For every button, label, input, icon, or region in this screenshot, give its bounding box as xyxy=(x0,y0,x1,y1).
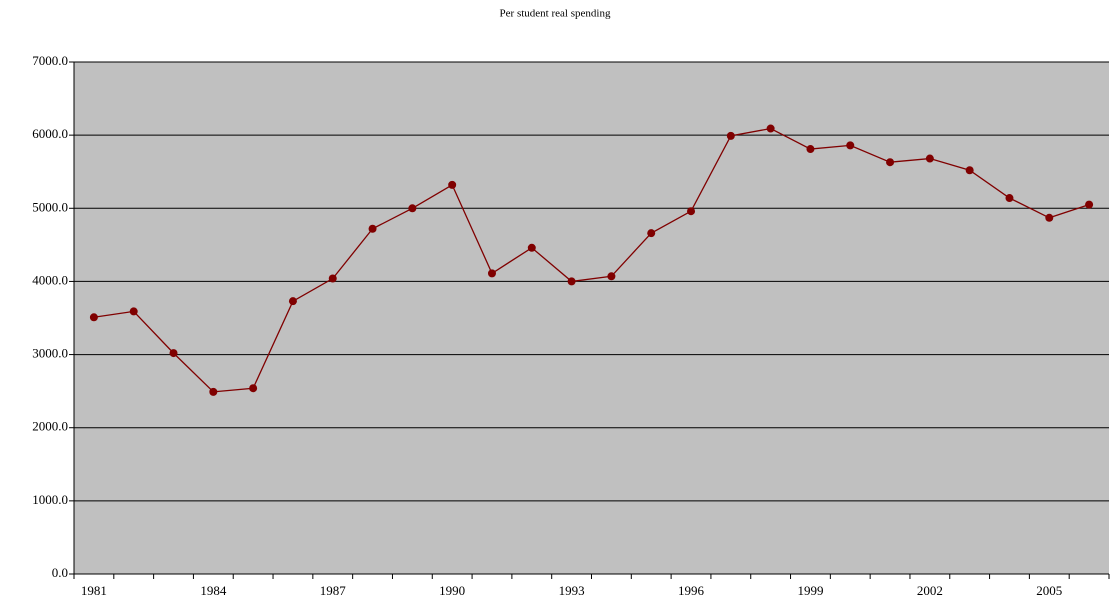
data-point xyxy=(368,224,377,233)
data-point xyxy=(726,131,735,140)
plot-area xyxy=(74,62,1109,574)
data-point xyxy=(925,154,934,163)
x-tick-label: 1999 xyxy=(797,583,823,598)
data-point xyxy=(846,141,855,150)
y-tick-label: 3000.0 xyxy=(32,346,68,361)
y-tick-label: 4000.0 xyxy=(32,272,68,287)
x-tick-label: 1996 xyxy=(678,583,705,598)
data-point xyxy=(1005,194,1014,203)
y-tick-label: 1000.0 xyxy=(32,492,68,507)
x-tick-label: 1990 xyxy=(439,583,465,598)
data-point xyxy=(886,158,895,167)
y-tick-label: 0.0 xyxy=(52,565,68,580)
data-point xyxy=(567,277,576,286)
chart-title: Per student real spending xyxy=(500,8,611,20)
x-tick-label: 1993 xyxy=(559,583,585,598)
data-point xyxy=(129,307,138,316)
data-point xyxy=(487,269,496,278)
data-point xyxy=(806,145,815,154)
y-tick-label: 5000.0 xyxy=(32,199,68,214)
data-point xyxy=(527,243,536,252)
x-tick-label: 1987 xyxy=(320,583,347,598)
data-point xyxy=(687,207,696,216)
y-tick-label: 6000.0 xyxy=(32,126,68,141)
data-point xyxy=(1045,213,1054,222)
data-point xyxy=(647,229,656,238)
x-tick-label: 1981 xyxy=(81,583,107,598)
y-tick-label: 7000.0 xyxy=(32,53,68,68)
data-point xyxy=(288,297,297,306)
data-point xyxy=(766,124,775,133)
x-tick-label: 1984 xyxy=(200,583,227,598)
y-tick-label: 2000.0 xyxy=(32,419,68,434)
line-series xyxy=(93,127,1090,393)
data-point xyxy=(209,387,218,396)
data-point xyxy=(249,384,258,393)
data-point xyxy=(169,349,178,358)
data-point xyxy=(607,272,616,281)
x-tick-label: 2005 xyxy=(1036,583,1062,598)
data-point xyxy=(89,313,98,322)
data-point xyxy=(1085,200,1094,209)
data-point xyxy=(328,274,337,283)
data-point xyxy=(448,180,457,189)
data-point xyxy=(408,204,417,213)
data-point xyxy=(965,166,974,175)
x-tick-label: 2002 xyxy=(917,583,943,598)
